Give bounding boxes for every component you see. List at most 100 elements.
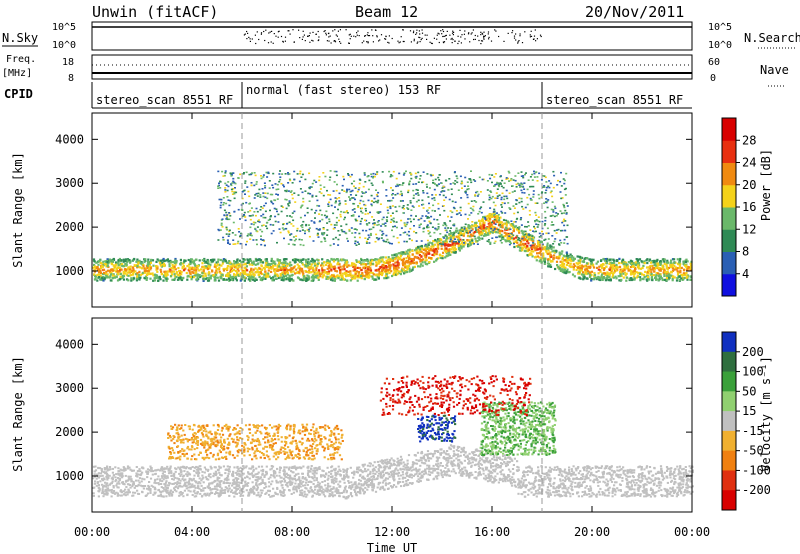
power-cell <box>545 189 548 192</box>
power-cell <box>457 232 460 234</box>
power-cell <box>498 230 501 233</box>
power-cell <box>527 247 530 250</box>
nsearch-point <box>421 37 423 39</box>
power-cell <box>535 214 538 216</box>
power-cell <box>412 206 415 208</box>
power-cell <box>148 272 151 276</box>
power-cell <box>346 279 349 282</box>
power-cell <box>686 266 689 270</box>
power-cell <box>445 247 448 250</box>
power-cell <box>438 240 441 242</box>
power-cell <box>361 273 364 276</box>
power-cell <box>507 234 510 237</box>
nsearch-point <box>413 38 415 40</box>
nsearch-point <box>416 29 418 31</box>
power-cell <box>538 244 541 247</box>
power-cell <box>290 264 293 267</box>
power-cell <box>559 264 562 267</box>
power-cell <box>286 215 289 217</box>
power-cell <box>259 270 262 273</box>
power-cell <box>230 183 232 185</box>
power-cell <box>510 242 512 245</box>
power-cell <box>543 224 546 227</box>
power-cell <box>565 187 567 190</box>
power-cell <box>513 212 516 215</box>
power-cell <box>243 211 246 214</box>
power-cell <box>377 238 380 241</box>
power-cell <box>532 242 535 245</box>
power-cell <box>375 264 378 267</box>
power-cell <box>117 264 120 267</box>
power-cell <box>297 277 300 280</box>
power-cell <box>201 271 204 275</box>
power-cell <box>229 278 232 281</box>
nsearch-point <box>474 34 476 37</box>
power-cell <box>374 274 377 277</box>
nsearch-point <box>378 40 380 42</box>
power-cell <box>426 263 429 266</box>
power-cell <box>561 250 564 253</box>
power-cell <box>435 250 438 253</box>
power-cell <box>438 174 441 176</box>
power-cell <box>191 268 194 271</box>
power-cell <box>543 257 546 260</box>
power-cell <box>333 265 336 268</box>
power-cell <box>376 201 379 203</box>
power-cell <box>381 218 384 221</box>
power-cell <box>295 238 297 241</box>
power-cell <box>249 238 252 240</box>
power-cell <box>448 253 451 256</box>
power-cell <box>321 258 324 261</box>
nsearch-point <box>349 38 351 40</box>
power-cell <box>445 255 448 258</box>
nsearch-point <box>280 35 283 38</box>
power-cell <box>508 240 512 243</box>
power-cell <box>157 279 160 282</box>
power-cell <box>390 270 393 273</box>
power-cell <box>649 261 653 264</box>
power-cell <box>334 206 336 208</box>
power-cell <box>188 266 191 269</box>
power-cell <box>299 170 302 173</box>
power-cell <box>470 225 473 228</box>
power-cell <box>264 216 267 219</box>
power-cell <box>255 192 258 195</box>
power-cell <box>480 211 483 214</box>
power-cell <box>408 180 411 183</box>
power-cell <box>304 232 306 235</box>
power-cell <box>381 264 385 267</box>
power-cell <box>407 261 410 264</box>
power-cell <box>650 277 653 280</box>
power-cell <box>239 272 242 275</box>
power-cell <box>233 211 236 213</box>
power-cell <box>396 268 399 271</box>
power-cell <box>397 185 399 187</box>
power-cell <box>265 272 268 275</box>
power-cell <box>231 270 234 273</box>
power-cell <box>207 273 210 276</box>
power-cell <box>568 259 571 262</box>
power-cell <box>301 279 304 282</box>
power-cell <box>422 203 425 206</box>
power-cell <box>491 231 494 234</box>
power-cell <box>602 257 605 261</box>
nsearch-point <box>452 34 454 36</box>
power-cell <box>514 240 517 243</box>
power-cell <box>354 275 357 278</box>
power-cell <box>620 261 623 265</box>
power-cell <box>480 232 483 235</box>
power-cell <box>516 211 519 214</box>
power-cell <box>467 202 470 205</box>
power-cell <box>243 172 245 174</box>
power-cell <box>214 265 218 269</box>
power-cell <box>279 176 282 178</box>
power-cell <box>550 245 553 248</box>
power-cell <box>181 265 184 268</box>
power-cell <box>480 206 483 208</box>
power-cell <box>272 230 275 232</box>
nsearch-point <box>519 35 521 37</box>
power-cell <box>602 267 605 270</box>
power-cell <box>494 184 497 186</box>
power-cell <box>224 172 227 174</box>
power-cell <box>561 257 565 260</box>
